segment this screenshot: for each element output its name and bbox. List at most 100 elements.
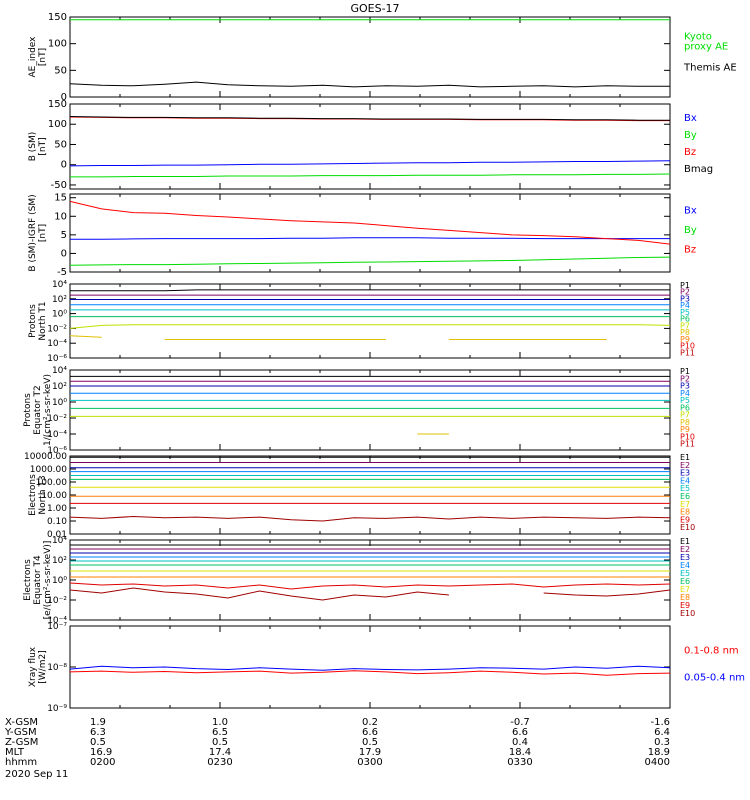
series-line-P7 <box>69 324 671 329</box>
y-tick-label: 10² <box>52 382 67 392</box>
legend-label: P1 <box>680 367 690 376</box>
series-line-Bz <box>69 200 671 245</box>
footer-value: 6.3 <box>90 727 106 738</box>
footer-value: 6.6 <box>362 727 378 738</box>
footer-value: 6.4 <box>654 727 670 738</box>
y-tick-label: 1000.00 <box>30 465 67 475</box>
y-axis-label: Equator T2 <box>33 385 43 434</box>
y-tick-label: 10⁻⁶ <box>47 446 67 456</box>
y-tick-label: 10² <box>52 556 67 566</box>
y-tick-label: 50 <box>54 65 67 76</box>
footer-value: 0400 <box>645 757 670 768</box>
legend-label: E8 <box>680 593 690 602</box>
series-line-Bmag <box>69 116 670 121</box>
legend-label: Bz <box>684 245 696 256</box>
legend-label: P9 <box>680 425 690 434</box>
y-tick-label: 10⁻⁷ <box>47 622 67 632</box>
legend-label: E5 <box>680 569 690 578</box>
footer-value: 6.5 <box>212 727 228 738</box>
footer-row-label: Y-GSM <box>4 727 37 738</box>
legend-label: P7 <box>680 321 690 330</box>
legend-label: P6 <box>680 315 690 324</box>
legend-label: P7 <box>680 411 690 420</box>
panel-frame <box>69 539 671 621</box>
legend-label: E10 <box>680 609 695 618</box>
footer-value: 0230 <box>207 757 232 768</box>
legend-label: P8 <box>680 328 690 337</box>
series-line-Bx <box>69 160 671 167</box>
legend-label: E9 <box>680 515 690 524</box>
series-line-E9 <box>69 582 671 590</box>
y-tick-label: 0.01 <box>47 530 67 540</box>
legend-label: E4 <box>680 561 690 570</box>
y-tick-label: 10⁴ <box>52 366 67 376</box>
y-axis-label: [nT] <box>38 48 48 66</box>
y-tick-label: 10⁰ <box>52 576 67 586</box>
chart-title: GOES-17 <box>350 2 399 15</box>
footer-value: 18.9 <box>648 747 670 758</box>
legend-label: E7 <box>680 500 690 509</box>
legend-label: P4 <box>680 389 690 398</box>
y-tick-label: 1.00 <box>47 504 67 514</box>
footer-value: 18.4 <box>509 747 531 758</box>
series-line-ThemisAE <box>69 81 670 88</box>
y-tick-label: 10⁴ <box>52 280 67 290</box>
footer-value: 1.9 <box>90 717 106 728</box>
y-tick-label: 5 <box>61 230 67 241</box>
footer-row-label: Z-GSM <box>5 737 38 748</box>
y-axis-label: AE_index <box>28 36 38 78</box>
legend-label: P8 <box>680 418 690 427</box>
series-line-Bx <box>70 237 670 240</box>
y-axis-label: Electrons <box>23 559 33 601</box>
y-axis-label: B (SM) <box>28 132 38 162</box>
legend-label: P5 <box>680 396 690 405</box>
legend-label: P10 <box>680 342 695 351</box>
series-line-00504nm <box>69 665 671 671</box>
panel-8: 10⁻⁹ 10⁻⁸ 10⁻⁷ Xray flux [W/m2] 0.1-0.8 nm 0.0… <box>28 622 745 714</box>
series-line-E10 <box>69 515 671 522</box>
legend-label: E6 <box>680 492 690 501</box>
y-tick-label: 0 <box>61 248 67 259</box>
series-line-By <box>69 256 671 266</box>
legend-label: P11 <box>680 348 695 357</box>
legend-label: P1 <box>680 281 690 290</box>
legend-label: P3 <box>680 382 690 391</box>
footer-date: 2020 Sep 11 <box>5 769 68 780</box>
y-axis-label: Xray flux <box>28 646 38 687</box>
panel-5: 10⁻⁶ 10⁻⁴ 10⁻² 10⁰ 10² 10⁴ Protons Equator T2 1/… <box>23 366 695 456</box>
legend-label: Bx <box>684 113 697 124</box>
y-tick-label: 10⁻² <box>47 596 67 606</box>
legend-label: P10 <box>680 432 695 441</box>
legend-label: E1 <box>680 537 690 546</box>
y-tick-label: 10² <box>52 295 67 305</box>
legend-label: P2 <box>680 374 690 383</box>
y-axis-label: [nT] <box>38 137 48 155</box>
y-tick-label: -50 <box>51 180 67 191</box>
legend-label: Kyoto <box>684 32 712 43</box>
y-tick-label: 50 <box>54 139 67 150</box>
footer-row-label: X-GSM <box>5 717 38 728</box>
footer-value: 0330 <box>507 757 532 768</box>
legend-label: Bx <box>684 206 697 217</box>
y-axis-label: Protons <box>23 393 33 427</box>
series-line-P1 <box>70 289 670 292</box>
footer-value: 0200 <box>90 757 115 768</box>
legend-label: E2 <box>680 545 690 554</box>
legend-label: E9 <box>680 601 690 610</box>
y-tick-label: 15 <box>54 193 67 204</box>
legend-label: P2 <box>680 288 690 297</box>
footer-value: 0.2 <box>362 717 378 728</box>
y-axis-label: [W/m2] <box>38 650 48 683</box>
panel-7: 10⁻⁴ 10⁻² 10⁰ 10² 10⁴ Electrons Equator T4 [e/(… <box>23 536 695 626</box>
y-tick-label: -5 <box>57 267 67 278</box>
y-tick-label: 10.00 <box>41 491 67 501</box>
footer-value: 6.6 <box>512 727 528 738</box>
legend-label: P9 <box>680 335 690 344</box>
footer-value: 17.4 <box>209 747 231 758</box>
legend-label: P5 <box>680 308 690 317</box>
series-line-By <box>70 173 671 178</box>
legend-label: E3 <box>680 553 690 562</box>
legend-label: By <box>684 130 697 141</box>
